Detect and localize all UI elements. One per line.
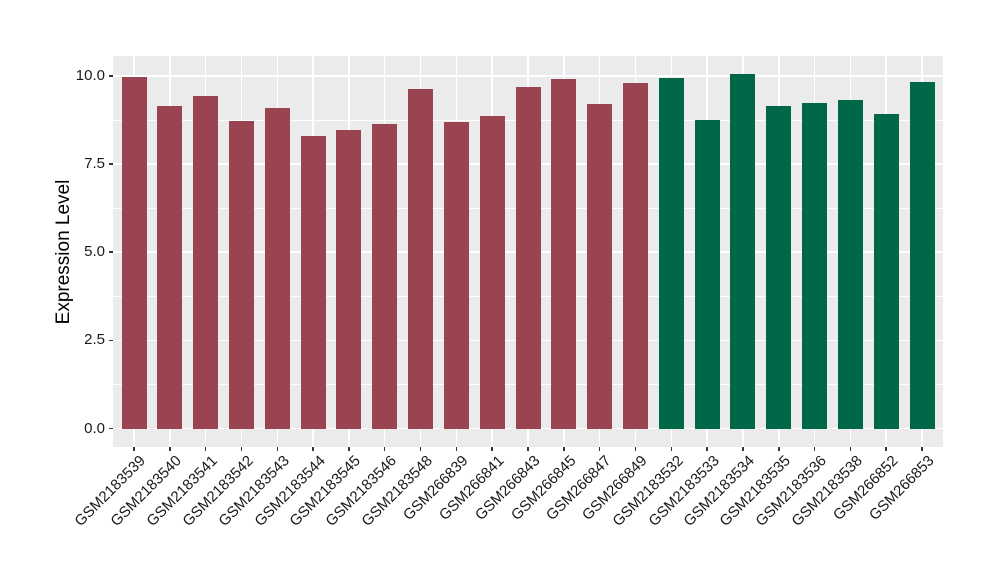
x-tick-mark <box>921 447 923 451</box>
bar <box>766 106 792 429</box>
y-tick-label: 10.0 <box>75 66 105 84</box>
x-tick-mark <box>634 447 637 451</box>
x-tick-mark <box>348 447 350 451</box>
bar <box>408 88 434 429</box>
bar <box>694 119 720 429</box>
x-tick-mark <box>670 447 673 451</box>
x-tick-mark <box>240 447 243 451</box>
bar <box>551 78 577 429</box>
x-tick-mark <box>312 447 314 451</box>
x-tick-mark <box>813 447 816 451</box>
y-tick-mark <box>109 251 113 253</box>
bar <box>193 95 219 429</box>
bar <box>228 120 254 429</box>
x-tick-mark <box>455 447 458 451</box>
y-tick-mark <box>109 163 113 165</box>
bar <box>873 113 899 429</box>
bar <box>909 82 935 429</box>
bar <box>443 121 469 429</box>
y-tick-label: 5.0 <box>84 243 105 261</box>
y-tick-mark <box>109 75 113 77</box>
x-tick-mark <box>563 447 565 451</box>
y-tick-mark <box>109 427 113 430</box>
x-tick-mark <box>383 447 386 451</box>
bar <box>837 99 863 429</box>
bar <box>121 76 147 429</box>
bar <box>515 87 541 429</box>
y-tick-mark <box>109 339 113 342</box>
x-tick-mark <box>742 447 744 451</box>
bar <box>300 135 326 429</box>
bar <box>730 74 756 429</box>
x-tick-mark <box>133 447 135 451</box>
x-tick-mark <box>527 447 529 451</box>
x-tick-mark <box>169 447 171 451</box>
bar <box>336 130 362 429</box>
x-tick-mark <box>598 447 601 451</box>
y-tick-label: 7.5 <box>84 155 105 172</box>
bar <box>479 116 505 429</box>
x-tick-mark <box>885 447 887 451</box>
bar <box>658 77 684 429</box>
x-tick-mark <box>778 447 780 451</box>
bar <box>157 106 183 429</box>
bar <box>372 124 398 429</box>
bar <box>622 82 648 429</box>
bar <box>802 103 828 429</box>
x-tick-mark <box>419 447 422 451</box>
bar <box>264 108 290 429</box>
y-tick-label: 2.5 <box>84 331 105 349</box>
x-tick-mark <box>276 447 279 451</box>
y-tick-label: 0.0 <box>84 419 105 437</box>
x-tick-mark <box>849 447 852 451</box>
x-tick-mark <box>491 447 493 451</box>
x-tick-mark <box>706 447 708 451</box>
bar <box>587 103 613 429</box>
plot-panel <box>113 56 943 447</box>
x-tick-mark <box>204 447 207 451</box>
